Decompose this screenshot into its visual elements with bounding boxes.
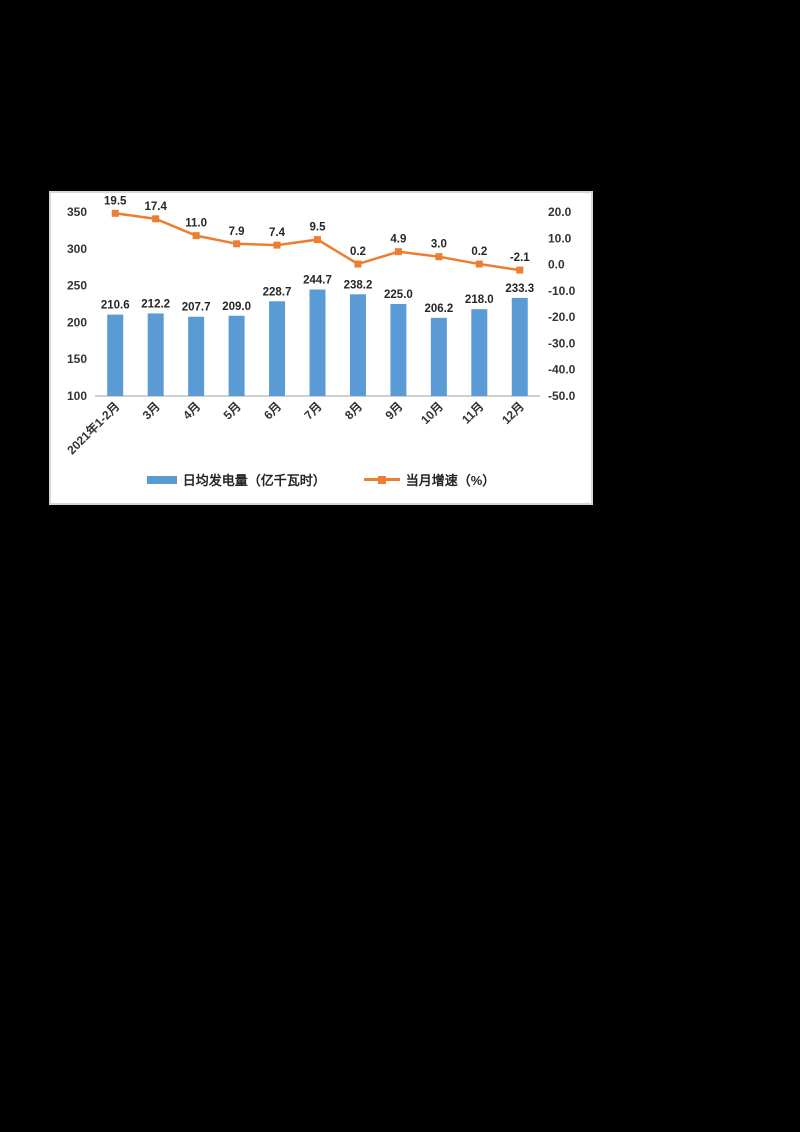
left-axis-tick-label: 200 [67,315,87,329]
bar [228,315,245,396]
line-marker-icon [273,241,281,249]
line-marker-icon [475,260,483,268]
line-value-label: 0.2 [350,246,366,258]
x-axis-category-label: 7月 [302,399,325,422]
line-value-label: 19.5 [104,195,127,207]
line-marker-icon [152,215,160,223]
x-axis-category-label: 11月 [459,399,486,426]
line-series-marker-icon [377,475,386,484]
line-value-label: 9.5 [310,222,327,234]
line-marker-icon [192,232,200,240]
bar-value-label: 233.3 [505,283,534,295]
line-value-label: 17.4 [144,201,167,213]
bar [349,294,366,396]
chart-plot-area: 350 300 250 200 150 100 20.0 10.0 0.0 -10.0 -20.0 -… [64,195,576,458]
line-marker-icon [516,266,524,274]
line-value-label: 3.0 [431,239,447,251]
x-axis-category-label: 3月 [140,399,163,422]
line-marker-icon [394,248,402,256]
bar-value-label: 218.0 [465,294,494,306]
legend-item-bar-series: 日均发电量（亿千瓦时） [146,470,326,489]
line-series-swatch [363,475,400,484]
bar-value-label: 210.6 [101,300,130,312]
left-axis-tick-label: 250 [67,279,87,293]
line-value-label: 11.0 [185,218,207,230]
x-axis-category-label: 8月 [342,399,365,422]
bar-value-label: 212.2 [141,298,170,310]
bar [107,314,124,396]
bar-value-label: 207.7 [182,302,211,314]
line-value-label: 7.9 [229,226,245,238]
x-axis-category-label: 4月 [180,399,203,422]
bar-value-label: 206.2 [424,303,453,315]
chart-legend: 日均发电量（亿千瓦时） 当月增速（%） [51,470,591,489]
bar [188,316,205,396]
bar-value-label: 244.7 [303,275,332,287]
right-axis-tick-label: -20.0 [548,310,576,324]
line-marker-icon [435,253,443,261]
bar-value-label: 225.0 [384,289,413,301]
line-series-label: 当月增速（%） [405,473,496,488]
line-marker-icon [111,209,119,217]
legend-item-line-series: 当月增速（%） [363,470,496,489]
x-axis-category-label: 10月 [418,399,446,427]
left-axis-tick-label: 350 [67,205,87,219]
right-axis-tick-label: 0.0 [548,258,565,272]
bar [309,289,326,396]
right-axis-tick-label: -10.0 [548,284,576,298]
right-axis-tick-label: -30.0 [548,336,576,350]
line-value-label: -2.1 [510,252,530,264]
left-axis-tick-label: 100 [67,389,87,403]
bar-series-swatch [146,475,177,484]
right-axis-tick-label: -40.0 [548,363,576,377]
bar [269,301,286,396]
left-axis-tick-label: 150 [67,352,87,366]
bar [430,317,447,396]
bar [147,313,164,396]
right-axis-tick-label: -50.0 [548,389,576,403]
bar [511,297,528,396]
x-axis-category-label: 5月 [221,399,244,422]
line-marker-icon [314,236,321,244]
bar [390,304,407,396]
right-axis-tick-label: 10.0 [548,231,572,245]
bar-value-label: 238.2 [344,279,373,291]
left-axis-tick-label: 300 [67,242,87,256]
bar-value-label: 228.7 [263,286,292,298]
line-value-label: 0.2 [471,246,487,258]
x-axis-category-label: 6月 [261,399,284,422]
right-axis-tick-label: 20.0 [548,205,572,219]
bar-series-label: 日均发电量（亿千瓦时） [182,473,326,488]
line-value-label: 4.9 [390,234,406,246]
line-value-label: 7.4 [269,227,286,239]
line-marker-icon [354,260,362,268]
x-axis-category-label: 2021年1-2月 [64,399,123,458]
x-axis-category-label: 12月 [499,399,527,427]
line-marker-icon [233,240,241,248]
daily-power-generation-chart: 350 300 250 200 150 100 20.0 10.0 0.0 -10.0 -20.0 -… [49,191,593,505]
x-axis-category-label: 9月 [382,399,405,422]
bar [471,309,488,396]
bar-value-label: 209.0 [222,301,251,313]
